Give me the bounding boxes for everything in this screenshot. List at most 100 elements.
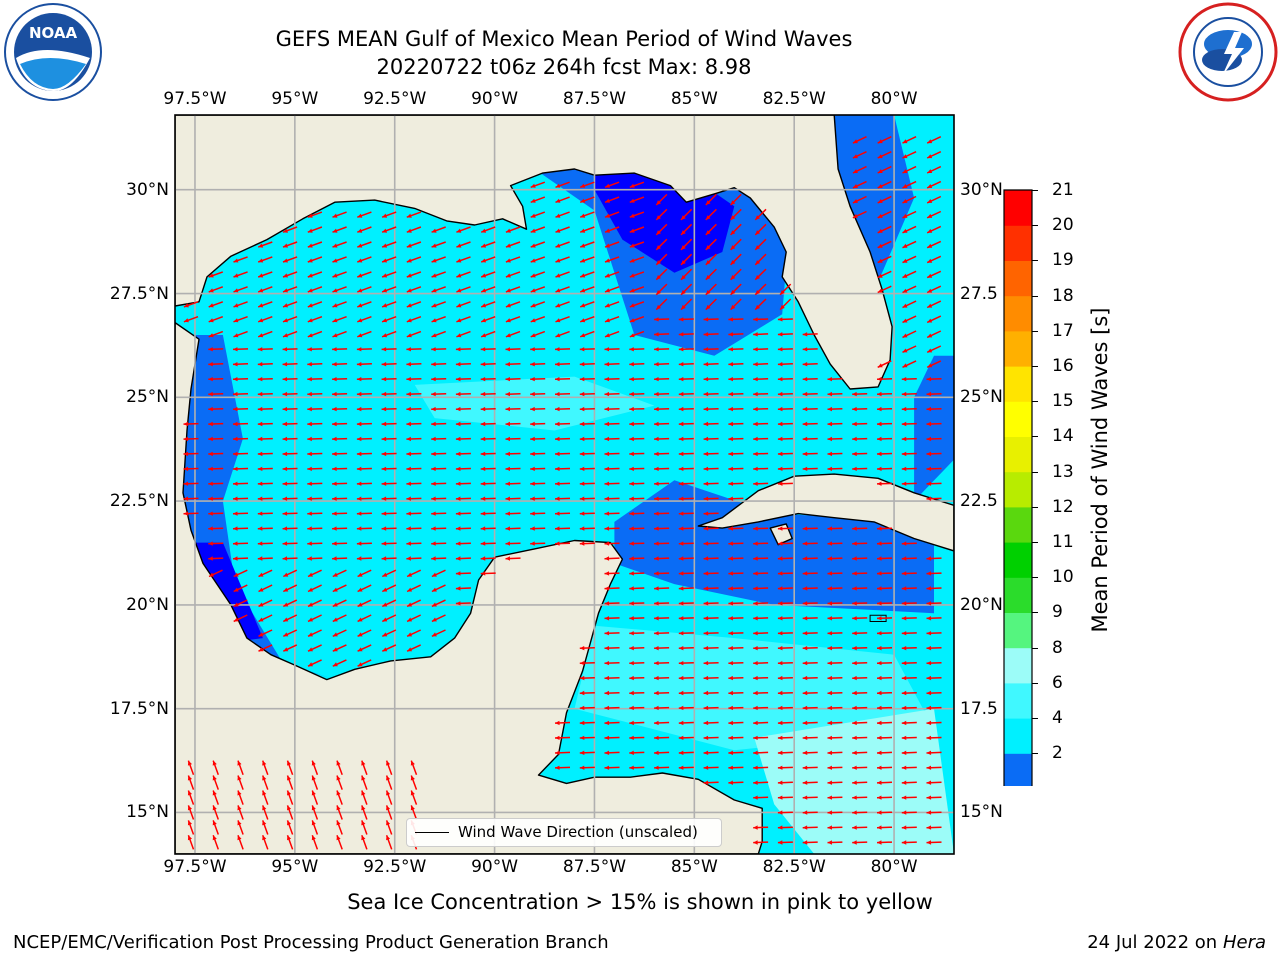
wind-arrow-head xyxy=(730,260,736,265)
wind-arrow-head xyxy=(530,333,536,338)
wind-arrow-head xyxy=(332,228,338,233)
wind-arrow-head xyxy=(777,601,783,606)
colorbar-tick-mark xyxy=(1032,401,1038,403)
wind-arrow-head xyxy=(480,347,486,352)
wind-arrow-head xyxy=(481,333,487,338)
wind-arrow-head xyxy=(902,139,908,144)
wind-arrow-head xyxy=(654,765,659,770)
wind-arrow-head xyxy=(902,199,908,203)
wind-arrow-head xyxy=(480,451,486,457)
wind-arrow-head xyxy=(386,835,391,841)
wind-arrow-head xyxy=(357,288,363,293)
wind-arrow-head xyxy=(579,421,585,427)
wind-arrow-head xyxy=(678,765,684,770)
legend-line-swatch xyxy=(415,832,449,833)
wind-arrow-head xyxy=(233,258,239,263)
wind-arrow-head xyxy=(282,556,288,561)
wind-arrow-head xyxy=(481,228,487,233)
wind-arrow-head xyxy=(212,775,217,781)
wind-arrow-head xyxy=(431,541,436,546)
wind-arrow-head xyxy=(656,260,661,265)
wind-arrow-head xyxy=(505,273,511,278)
wind-arrow-head xyxy=(287,835,292,841)
wind-arrow-head xyxy=(431,572,437,577)
wind-arrow-head xyxy=(678,481,684,486)
wind-arrow-head xyxy=(852,631,857,636)
wind-arrow-head xyxy=(877,675,882,681)
wind-arrow-head xyxy=(456,333,462,338)
wind-arrow-head xyxy=(381,481,387,486)
land-north-america xyxy=(175,115,893,390)
wind-arrow-head xyxy=(212,805,217,811)
wind-arrow-head xyxy=(431,451,436,457)
wind-arrow-head xyxy=(802,795,808,800)
wind-arrow-head xyxy=(357,303,363,308)
wind-arrow-head xyxy=(629,303,635,308)
wind-arrow-head xyxy=(852,541,857,546)
wind-arrow-head xyxy=(654,601,659,606)
wind-arrow-head xyxy=(681,304,686,310)
wind-arrow-head xyxy=(703,332,709,337)
wind-arrow-head xyxy=(480,571,486,576)
wind-arrow-head xyxy=(332,213,338,218)
wind-arrow-head xyxy=(753,317,758,322)
wind-arrow-head xyxy=(877,690,882,696)
wind-arrow-head xyxy=(777,586,783,591)
wind-arrow-head xyxy=(901,735,907,740)
wind-arrow-head xyxy=(728,391,733,397)
wind-arrow-head xyxy=(753,541,758,546)
wind-arrow-head xyxy=(308,602,313,607)
wind-arrow-head xyxy=(753,840,758,845)
wind-arrow-head xyxy=(901,750,907,755)
map-frame xyxy=(174,114,955,855)
wind-arrow-head xyxy=(629,646,634,651)
wind-arrow-head xyxy=(901,705,907,711)
lon-tick-bottom: 87.5°W xyxy=(562,857,627,877)
wind-arrow-head xyxy=(703,720,709,726)
wind-arrow-head xyxy=(827,750,832,755)
wind-arrow-head xyxy=(777,750,783,755)
wind-arrow-head xyxy=(654,451,659,457)
wind-arrow-head xyxy=(233,451,238,457)
wind-arrow-head xyxy=(901,661,907,666)
wind-arrow-head xyxy=(777,646,783,651)
wind-arrow-head xyxy=(827,556,832,561)
wind-arrow-head xyxy=(877,541,882,546)
wind-arrow-head xyxy=(703,377,709,382)
wind-arrow-head xyxy=(877,169,883,173)
wind-arrow-head xyxy=(356,481,362,486)
wind-arrow-head xyxy=(852,810,857,815)
wind-arrow-head xyxy=(233,496,238,501)
lon-tick-top: 85°W xyxy=(670,89,718,109)
wind-arrow-head xyxy=(505,556,510,561)
wind-arrow-head xyxy=(703,690,709,696)
wind-arrow-head xyxy=(605,258,610,263)
wind-arrow-head xyxy=(555,273,561,278)
wind-arrow-head xyxy=(356,421,362,427)
wind-arrow-head xyxy=(382,288,388,293)
wind-arrow-head xyxy=(505,481,510,486)
wind-arrow-head xyxy=(777,780,783,785)
wind-arrow-head xyxy=(654,466,659,471)
wind-arrow-head xyxy=(258,258,264,263)
lon-tick-bottom: 85°W xyxy=(670,857,718,877)
wind-arrow-head xyxy=(654,511,659,516)
wind-arrow-head xyxy=(852,169,858,173)
wind-arrow-head xyxy=(629,243,635,248)
wind-arrow-head xyxy=(777,421,783,427)
wind-arrow-head xyxy=(703,646,709,651)
wind-arrow-head xyxy=(530,303,536,308)
wind-arrow-head xyxy=(406,377,411,382)
map-layer xyxy=(175,115,954,854)
wind-arrow-head xyxy=(654,675,659,681)
wind-arrow-head xyxy=(654,571,659,576)
wind-arrow-head xyxy=(678,436,684,442)
colorbar-tick-mark xyxy=(1032,366,1038,367)
wind-arrow-head xyxy=(629,616,634,621)
wind-arrow-head xyxy=(455,541,461,546)
wind-arrow-head xyxy=(927,258,933,263)
wind-arrow-head xyxy=(307,288,313,293)
wind-arrow-head xyxy=(287,790,292,796)
wind-arrow-head xyxy=(555,228,561,233)
wind-arrow-head xyxy=(654,735,659,740)
